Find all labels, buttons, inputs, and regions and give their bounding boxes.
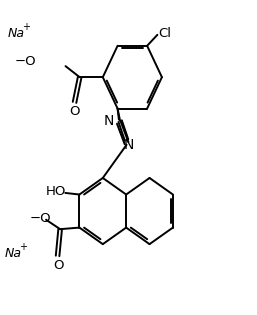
- Text: O: O: [54, 259, 64, 272]
- Text: O: O: [69, 105, 80, 118]
- Text: −O: −O: [29, 212, 51, 225]
- Text: Na: Na: [8, 26, 25, 40]
- Text: +: +: [22, 22, 30, 32]
- Text: +: +: [19, 242, 27, 252]
- Text: HO: HO: [46, 186, 66, 198]
- Text: N: N: [103, 114, 114, 128]
- Text: Na: Na: [5, 247, 22, 260]
- Text: Cl: Cl: [159, 27, 172, 40]
- Text: N: N: [124, 138, 134, 152]
- Text: −O: −O: [14, 55, 36, 68]
